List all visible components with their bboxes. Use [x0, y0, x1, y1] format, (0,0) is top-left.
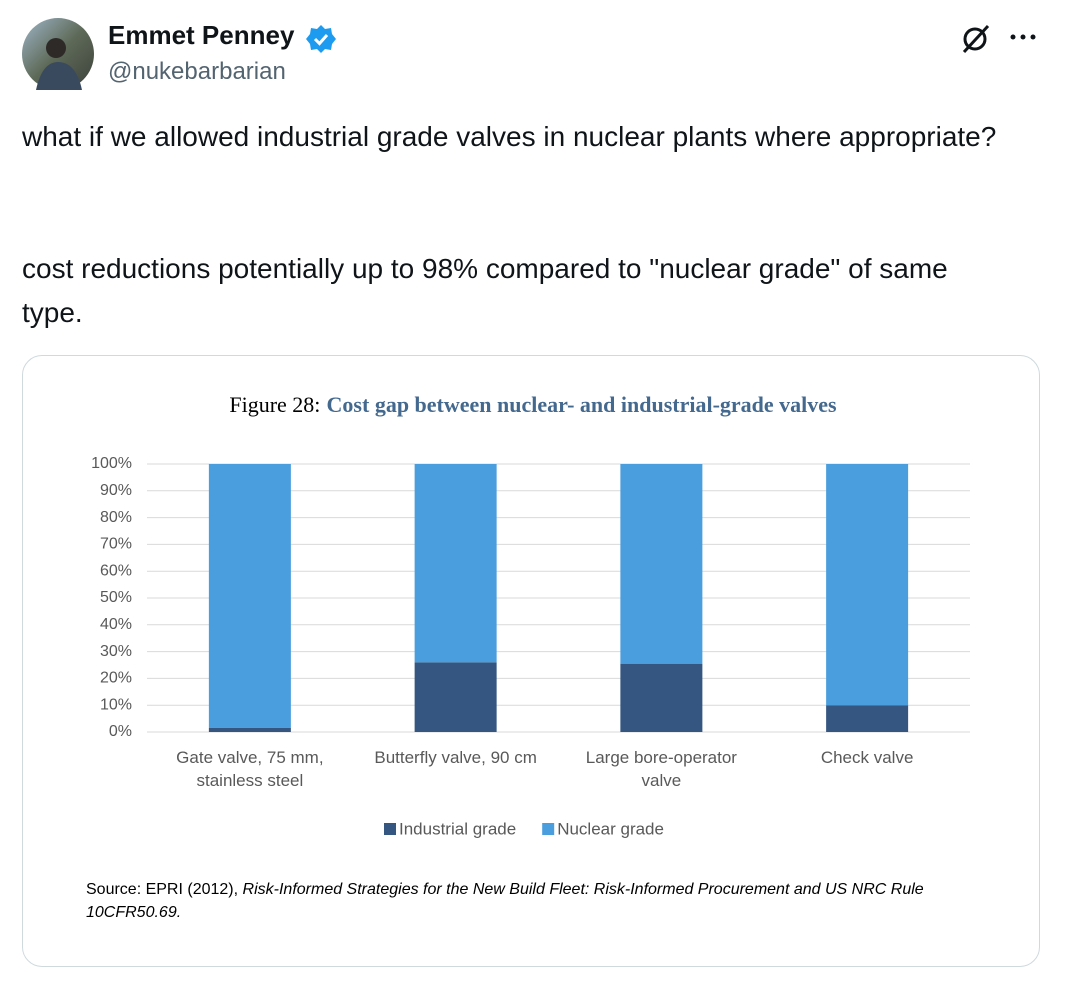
- source: Source: EPRI (2012), Risk-Informed Strat…: [86, 878, 1006, 924]
- y-tick-label: 70%: [100, 536, 132, 553]
- legend-swatch: [384, 823, 396, 835]
- tweet-text: what if we allowed industrial grade valv…: [22, 121, 997, 152]
- avatar[interactable]: [22, 18, 94, 90]
- more-menu[interactable]: [1008, 30, 1038, 44]
- grok-icon[interactable]: [958, 22, 994, 56]
- y-tick-label: 10%: [100, 696, 132, 713]
- legend-label: Industrial grade: [399, 819, 516, 838]
- figure-label: Figure 28:: [229, 392, 320, 417]
- bar-segment: [620, 464, 703, 664]
- display-name[interactable]: Emmet Penney: [108, 20, 295, 50]
- x-tick-label: Large bore-operator valve: [585, 748, 737, 790]
- verified-badge: [306, 25, 336, 53]
- x-tick-label: Butterfly valve, 90 cm: [374, 748, 537, 767]
- source-title: Risk-Informed Strategies for the New Bui…: [86, 881, 924, 921]
- x-tick-label: Check valve: [820, 748, 914, 767]
- bar-segment: [414, 464, 497, 663]
- bar-segment: [208, 727, 291, 732]
- legend-swatch: [542, 823, 555, 835]
- y-tick-label: 20%: [100, 670, 132, 687]
- bar-segment: [208, 464, 291, 728]
- chart-title: Figure 28: Cost gap between nuclear- and…: [229, 392, 837, 418]
- x-tick-label: Gate valve, 75 mm, stainless steel: [176, 748, 324, 790]
- y-tick-label: 80%: [100, 509, 132, 526]
- y-tick-label: 40%: [100, 616, 132, 633]
- title: Cost gap between nuclear- and industrial…: [327, 392, 838, 417]
- y-tick-label: 60%: [100, 562, 132, 579]
- y-tick-label: 100%: [91, 455, 132, 472]
- y-tick-label: 0%: [109, 723, 132, 740]
- handle[interactable]: @nukebarbarian: [108, 58, 286, 85]
- source-label: Source: EPRI (2012),: [86, 881, 239, 898]
- legend-label: Nuclear grade: [557, 819, 664, 838]
- media-card[interactable]: [22, 355, 1040, 967]
- y-tick-label: 90%: [100, 482, 132, 499]
- tweet-text: cost reductions potentially up to 98% co…: [22, 253, 948, 328]
- y-tick-label: 50%: [100, 589, 132, 606]
- bar-segment: [620, 663, 703, 732]
- y-tick-label: 30%: [100, 643, 132, 660]
- bar-segment: [826, 705, 909, 732]
- bar-segment: [826, 464, 909, 706]
- bar-segment: [414, 662, 497, 732]
